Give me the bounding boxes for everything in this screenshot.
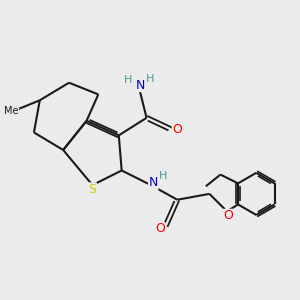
Text: S: S: [88, 183, 96, 196]
Text: Me: Me: [4, 106, 19, 116]
Text: O: O: [224, 209, 233, 222]
Text: O: O: [155, 223, 165, 236]
Text: N: N: [148, 176, 158, 189]
Text: H: H: [146, 74, 154, 84]
Text: N: N: [136, 79, 146, 92]
Text: O: O: [172, 123, 182, 136]
Text: H: H: [124, 75, 132, 85]
Text: H: H: [158, 171, 167, 181]
